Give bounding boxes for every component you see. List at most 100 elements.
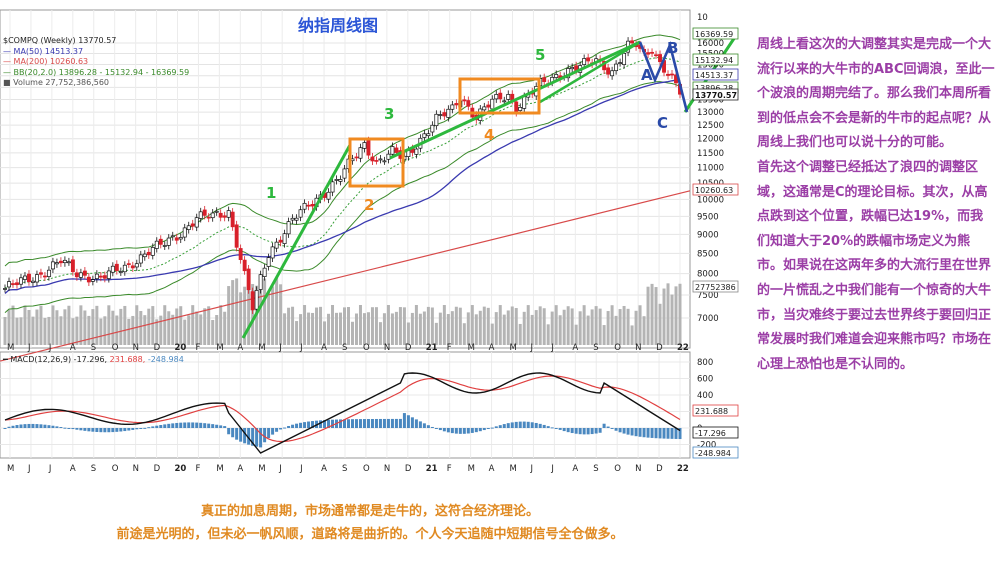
macd-histogram-bar [187,422,191,428]
price-tick-label: 9500 [697,212,719,222]
volume-bar [195,311,199,345]
bb-lower-line [4,81,681,313]
candle-body [58,260,63,264]
macd-histogram-bar [339,419,343,428]
candle-body [210,212,215,219]
macd-histogram-bar [39,424,43,428]
candle-body [74,272,79,278]
candle-body [390,146,395,155]
candle-body [62,259,67,264]
candle-body [330,181,335,193]
candle-body [134,263,139,268]
time-axis-label: 20 [175,343,187,353]
macd-histogram-bar [482,428,486,431]
time-axis-label: S [91,343,96,353]
volume-bar [327,313,331,345]
badge-ma200-box [692,183,739,196]
macd-histogram-bar [15,425,19,428]
badge-ma50-box [692,68,739,81]
candle-body [282,233,287,244]
wave-c-label: C [657,114,668,132]
candle-body [226,210,231,218]
badge-macd-hist-text: -248.984 [695,449,731,458]
candle-body [270,246,275,259]
badge-macd-signal-text: 231.688 [695,407,728,416]
candle-body [158,238,163,245]
macd-histogram-bar [151,426,155,428]
volume-bar [299,314,303,345]
volume-bar [99,318,103,345]
volume-bar [191,305,195,345]
volume-bar [666,283,670,345]
volume-bar [155,319,159,345]
volume-bar [366,312,370,345]
time-axis-label: S [342,343,347,353]
volume-bar [394,311,398,345]
macd-histogram-bar [235,428,239,440]
volume-bar [522,311,526,345]
candle-body [162,245,167,247]
macd-histogram-bar [478,428,482,432]
candle-body [250,291,255,311]
candle-body [166,237,171,246]
candle-body [138,254,143,264]
price-tick-label: 11500 [697,149,724,159]
candle-body [254,290,259,310]
macd-histogram-bar [331,419,335,428]
macd-histogram-bar [91,428,95,432]
candle-body [622,53,627,65]
time-axis-label: J [550,343,554,353]
macd-histogram-bar [586,428,590,435]
time-axis-label: F [195,343,200,353]
macd-histogram-bar [219,425,223,428]
footer-line-2: 前途是光明的，但未必一帆风顺，道路将是曲折的。个人今天追随中短期信号全仓做多。 [116,527,624,542]
macd-histogram-bar [502,424,506,428]
volume-bar [15,317,19,345]
badge-bb-upper-text: 16369.59 [695,30,733,39]
volume-bar [510,306,514,345]
time-axis-label: F [447,343,452,353]
volume-bar [247,277,251,345]
macd-histogram-bar [378,418,382,428]
time-axis-label: S [593,343,598,353]
macd-histogram-bar [63,427,67,429]
candle-body [214,210,219,213]
macd-histogram-bar [183,422,187,428]
volume-bar [674,286,678,345]
volume-bar [414,305,418,345]
volume-bar [83,310,87,345]
time-axis-label: 22 [677,464,689,474]
volume-bar [131,315,135,345]
macd-histogram-bar [470,428,474,433]
time-axis-label: J [278,343,282,353]
candle-body [366,140,371,156]
candle-body [130,265,135,269]
volume-bar [478,310,482,345]
candle-body [182,227,187,238]
macd-histogram-bar [291,424,295,428]
candle-body [658,54,662,63]
candle-body [670,73,674,76]
volume-bar [87,315,91,345]
volume-bar [454,306,458,345]
macd-histogram-bar [127,428,131,431]
wave-2-label: 2 [364,196,374,214]
macd-histogram-bar [143,427,147,429]
volume-bar [446,314,450,345]
volume-bar [634,310,638,345]
macd-histogram-bar [362,419,366,428]
volume-bar [630,325,634,345]
price-tick-label: 12000 [697,135,724,145]
wave-3-trendline [389,40,641,160]
macd-histogram-bar [410,417,414,428]
candle-body [614,63,619,72]
macd-histogram-bar [251,428,255,446]
time-axis-label: A [489,464,495,474]
macd-histogram-bar [103,428,107,433]
macd-histogram-bar [43,424,47,428]
volume-bar [67,305,71,345]
volume-bar [55,310,59,345]
candle-body [302,202,307,210]
volume-bar [23,305,27,345]
macd-histogram-bar [111,428,115,433]
